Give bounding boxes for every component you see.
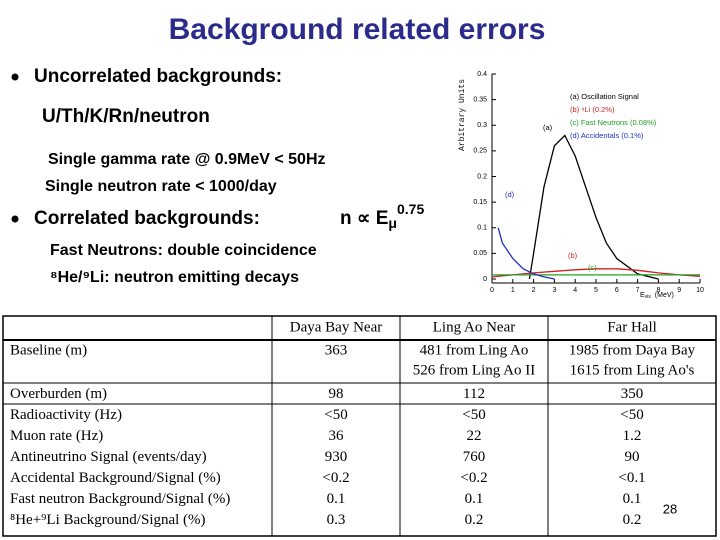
- cell: 526 from Ling Ao II: [413, 362, 535, 378]
- cell: <0.2: [460, 470, 487, 486]
- curve-label: (c): [588, 263, 597, 272]
- sub-text: U/Th/K/Rn/neutron: [42, 106, 210, 127]
- x-tick-label: 9: [677, 287, 681, 294]
- slide-title: Background related errors: [169, 13, 546, 46]
- cell: 481 from Ling Ao: [420, 342, 529, 358]
- x-tick-label: 5: [594, 287, 598, 294]
- cell: 90: [625, 449, 640, 465]
- cell: 112: [463, 386, 485, 402]
- row-label: Radioactivity (Hz): [10, 407, 122, 423]
- row-label: Accidental Background/Signal (%): [10, 470, 221, 486]
- curve: [528, 134, 659, 280]
- y-tick-label: 0.35: [473, 96, 487, 103]
- x-tick-label: 4: [573, 287, 577, 294]
- sub-text: Single neutron rate < 1000/day: [45, 178, 277, 195]
- cell: 0.1: [623, 491, 642, 507]
- x-tick-label: 0: [490, 287, 494, 294]
- cell: 363: [325, 342, 348, 358]
- cell: 22: [467, 428, 482, 444]
- curve: [491, 268, 701, 278]
- cell: 0.1: [465, 491, 484, 507]
- x-tick-label: 1: [511, 287, 515, 294]
- cell: 1985 from Daya Bay: [569, 342, 696, 358]
- x-tick-label: 3: [552, 287, 556, 294]
- x-axis-label: Evis (MeV): [640, 292, 674, 300]
- table: Daya Bay Near Ling Ao Near Far Hall Baselin…: [2, 315, 717, 537]
- row-label: Overburden (m): [10, 386, 107, 402]
- x-label-unit: (MeV): [655, 292, 674, 299]
- column-header: Daya Bay Near: [290, 319, 382, 335]
- table-border: [2, 315, 717, 537]
- x-tick-label: 8: [656, 287, 660, 294]
- row-label: Baseline (m): [10, 342, 87, 358]
- row-label: Fast neutron Background/Signal (%): [10, 491, 230, 507]
- sub-text: ⁸He/⁹Li: neutron emitting decays: [50, 269, 299, 286]
- bullet-text: Correlated backgrounds:: [34, 208, 260, 229]
- x-tick-label: 10: [696, 287, 704, 294]
- y-tick-label: 0.4: [477, 71, 487, 78]
- cell: <0.2: [322, 470, 349, 486]
- formula-sup: 0.75: [397, 201, 424, 217]
- cell: 0.3: [327, 512, 346, 528]
- cell: <50: [324, 407, 347, 423]
- curve-label: (d): [505, 190, 515, 199]
- row-label: Muon rate (Hz): [10, 428, 103, 444]
- sub-text: Single gamma rate @ 0.9MeV < 50Hz: [48, 151, 326, 168]
- legend-entry: (d) Accidentals (0.1%): [570, 131, 644, 140]
- column-header: Far Hall: [607, 319, 657, 335]
- x-label-sub: vis: [645, 294, 652, 300]
- sub-text: Fast Neutrons: double coincidence: [50, 242, 317, 259]
- y-tick-label: 0.15: [473, 199, 487, 206]
- cell: 0.2: [623, 512, 642, 528]
- cell: <50: [462, 407, 485, 423]
- page-number: 28: [663, 501, 677, 516]
- cell: 98: [329, 386, 344, 402]
- curve-label: (b): [568, 251, 578, 260]
- y-axis-label: Arbitrary Units: [458, 79, 467, 151]
- cell: <0.1: [618, 470, 645, 486]
- cell: 350: [621, 386, 644, 402]
- cell: 0.2: [465, 512, 484, 528]
- plot: 0 0.05 0.1 0.15 0.2 0.25 0.3 0.35 0.4 0 1 2 3 4 5 6 7 8 9 1…: [458, 71, 704, 300]
- y-tick-label: 0.1: [477, 225, 487, 232]
- cell: 760: [463, 449, 486, 465]
- cell: 930: [325, 449, 348, 465]
- x-tick-label: 2: [532, 287, 536, 294]
- bullet: [11, 215, 19, 223]
- column-header: Ling Ao Near: [433, 319, 515, 335]
- y-tick-label: 0: [483, 276, 487, 283]
- bullet: [11, 73, 19, 81]
- cell: 36: [329, 428, 345, 444]
- cell: <50: [620, 407, 643, 423]
- formula-main: n ∝ E: [340, 208, 388, 229]
- legend-entry: (b) ⁹Li (0.2%): [570, 105, 615, 114]
- curve: [497, 227, 555, 280]
- formula: n ∝ Eμ0.75: [340, 201, 424, 231]
- x-tick-label: 6: [615, 287, 619, 294]
- y-tick-label: 0.25: [473, 148, 487, 155]
- curve-label: (a): [543, 123, 553, 132]
- bullet-text: Uncorrelated backgrounds:: [34, 66, 282, 87]
- y-tick-label: 0.3: [477, 122, 487, 129]
- x-tick-label: 7: [636, 287, 640, 294]
- row-label: Antineutrino Signal (events/day): [10, 449, 207, 465]
- legend-entry: (c) Fast Neutrons (0.08%): [570, 118, 657, 127]
- y-tick-label: 0.05: [473, 250, 487, 257]
- x-label-main: E: [640, 292, 645, 299]
- formula-sub: μ: [388, 215, 397, 231]
- y-tick-label: 0.2: [477, 173, 487, 180]
- cell: 0.1: [327, 491, 346, 507]
- cell: 1.2: [623, 428, 642, 444]
- legend-entry: (a) Oscillation Signal: [570, 92, 639, 101]
- row-label: ⁸He+⁹Li Background/Signal (%): [10, 512, 206, 528]
- cell: 1615 from Ling Ao's: [570, 362, 695, 378]
